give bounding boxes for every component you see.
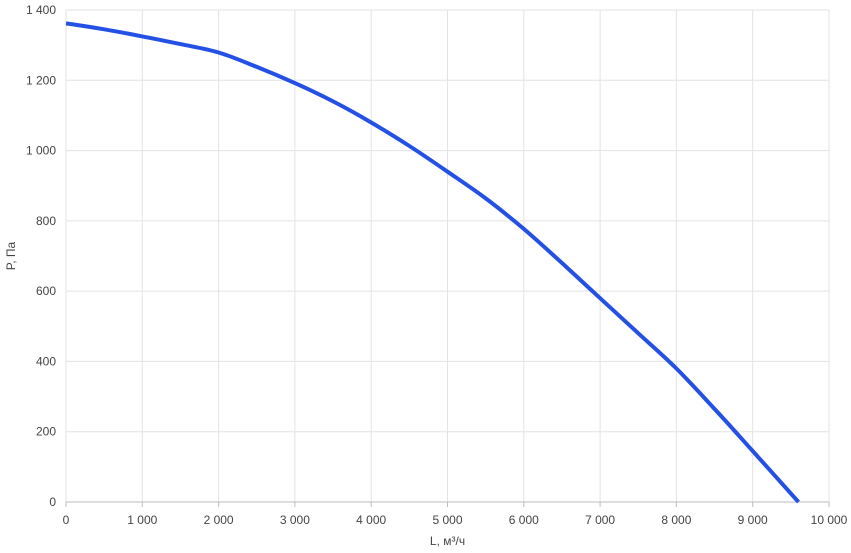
x-tick-label: 4 000 xyxy=(356,513,386,527)
y-tick-label: 0 xyxy=(49,495,56,509)
grid xyxy=(66,9,830,502)
x-tick-label: 10 000 xyxy=(811,513,848,527)
x-tick-label: 0 xyxy=(63,513,70,527)
y-tick-label: 600 xyxy=(36,284,56,298)
series-layer xyxy=(65,21,800,504)
y-tick-label: 1 200 xyxy=(26,73,56,87)
y-tick-label: 800 xyxy=(36,214,56,228)
y-axis-title: P, Па xyxy=(4,241,18,270)
y-tick-label: 400 xyxy=(36,354,56,368)
series-line xyxy=(65,21,800,504)
axes xyxy=(65,10,830,507)
x-tick-label: 3 000 xyxy=(280,513,310,527)
x-tick-label: 8 000 xyxy=(661,513,691,527)
x-tick-label: 9 000 xyxy=(738,513,768,527)
x-tick-label: 2 000 xyxy=(204,513,234,527)
tick-labels: 0 1 000 2 000 3 000 4 000 5 000 6 000 7 000 8 00… xyxy=(26,3,848,527)
x-tick-label: 1 000 xyxy=(127,513,157,527)
y-tick-label: 1 400 xyxy=(26,3,56,17)
x-axis-title: L, м³/ч xyxy=(430,534,465,548)
y-tick-label: 1 000 xyxy=(26,144,56,158)
y-tick-label: 200 xyxy=(36,425,56,439)
x-tick-label: 7 000 xyxy=(585,513,615,527)
x-tick-label: 6 000 xyxy=(509,513,539,527)
x-tick-label: 5 000 xyxy=(432,513,462,527)
